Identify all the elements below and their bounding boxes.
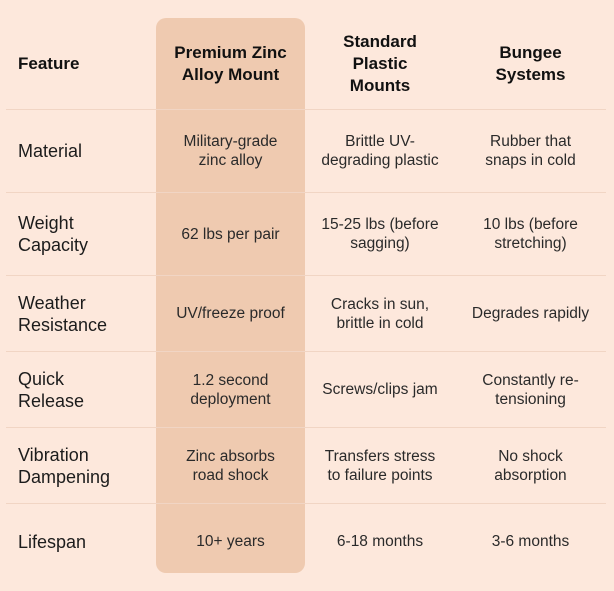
value-cell: Zinc absorbs road shock (156, 428, 305, 503)
header-cell: Premium Zinc Alloy Mount (156, 18, 305, 109)
value-cell: 6-18 months (305, 504, 455, 579)
cell-text: Weight Capacity (18, 213, 89, 255)
cell-text: Quick Release (18, 368, 85, 411)
table-row: Lifespan 10+ years 6-18 months 3-6 months (6, 504, 606, 579)
value-cell: Rubber that snaps in cold (455, 110, 606, 192)
cell-text: 6-18 months (336, 533, 424, 550)
value-cell: UV/freeze proof (156, 276, 305, 351)
feature-cell: Quick Release (6, 352, 156, 427)
value-cell: 10+ years (156, 504, 305, 579)
value-cell: 15-25 lbs (before sagging) (305, 193, 455, 275)
table-row: Vibration Dampening Zinc absorbs road sho… (6, 428, 606, 504)
feature-cell: Vibration Dampening (6, 428, 156, 503)
value-cell: Screws/clips jam (305, 352, 455, 427)
cell-text: Standard Plastic Mounts (343, 31, 417, 95)
cell-text: Vibration Dampening (18, 444, 111, 487)
header-cell: Bungee Systems (455, 18, 606, 109)
value-cell: No shock absorption (455, 428, 606, 503)
cell-text: 3-6 months (491, 533, 570, 550)
cell-text: Feature (18, 53, 80, 73)
cell-text: Transfers stress to failure points (324, 447, 436, 484)
cell-text: UV/freeze proof (176, 305, 285, 322)
cell-text: Brittle UV-degrading plastic (321, 133, 439, 169)
feature-cell: Weight Capacity (6, 193, 156, 275)
cell-text: Degrades rapidly (471, 305, 590, 322)
comparison-table: Feature Premium Zinc Alloy Mount Standard … (6, 18, 606, 579)
header-cell: Feature (6, 18, 156, 109)
cell-text: Lifespan (18, 531, 87, 552)
value-cell: Degrades rapidly (455, 276, 606, 351)
cell-text: 1.2 second deployment (190, 371, 271, 408)
highlight-column (156, 18, 305, 573)
feature-cell: Material (6, 110, 156, 192)
cell-text: Bungee Systems (495, 42, 566, 84)
header-row: Feature Premium Zinc Alloy Mount Standard … (6, 18, 606, 110)
value-cell: Constantly re-tensioning (455, 352, 606, 427)
feature-cell: Weather Resistance (6, 276, 156, 351)
table-row: Weather Resistance UV/freeze proof Cracks … (6, 276, 606, 352)
cell-text: 10+ years (196, 533, 265, 550)
value-cell: Brittle UV-degrading plastic (305, 110, 455, 192)
value-cell: 62 lbs per pair (156, 193, 305, 275)
table-row: Quick Release 1.2 second deployment Screws… (6, 352, 606, 428)
value-cell: 10 lbs (before stretching) (455, 193, 606, 275)
cell-text: Premium Zinc Alloy Mount (174, 42, 287, 84)
cell-text: No shock absorption (494, 447, 567, 484)
cell-text: Weather Resistance (18, 292, 108, 335)
feature-cell: Lifespan (6, 504, 156, 579)
value-cell: Transfers stress to failure points (305, 428, 455, 503)
cell-text: Military-grade zinc alloy (183, 133, 278, 169)
cell-text: 62 lbs per pair (181, 225, 280, 243)
cell-text: Cracks in sun, brittle in cold (330, 295, 430, 332)
value-cell: 3-6 months (455, 504, 606, 579)
value-cell: Cracks in sun, brittle in cold (305, 276, 455, 351)
cell-text: Constantly re-tensioning (482, 371, 579, 408)
cell-text: Screws/clips jam (322, 381, 438, 398)
cell-text: 10 lbs (before stretching) (483, 216, 578, 252)
header-cell: Standard Plastic Mounts (305, 18, 455, 109)
cell-text: Rubber that snaps in cold (485, 133, 576, 169)
cell-text: 15-25 lbs (before sagging) (321, 216, 439, 252)
cell-text: Material (18, 141, 83, 161)
cell-text: Zinc absorbs road shock (186, 447, 275, 484)
table-row: Weight Capacity 62 lbs per pair 15-25 lbs … (6, 193, 606, 276)
value-cell: Military-grade zinc alloy (156, 110, 305, 192)
value-cell: 1.2 second deployment (156, 352, 305, 427)
table-row: Material Military-grade zinc alloy Brittle… (6, 110, 606, 193)
